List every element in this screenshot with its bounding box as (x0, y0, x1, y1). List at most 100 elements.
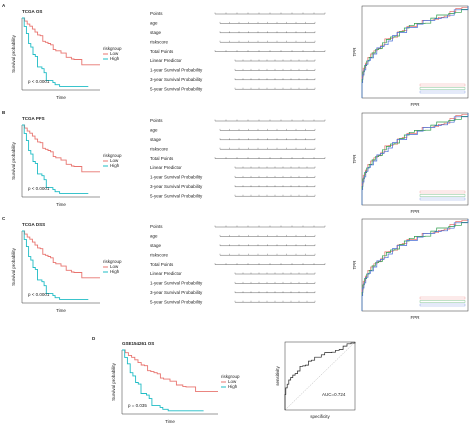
roc-legend-key (419, 197, 466, 201)
nomogram-label: age (150, 21, 158, 26)
axis (21, 18, 100, 91)
y-axis-label: Survival probability (11, 141, 16, 180)
roc-curve (361, 6, 469, 98)
nomogram-label: Total Points (150, 156, 174, 161)
nomogram-label: stage (150, 137, 162, 142)
km-title: GSE154261 OS (122, 341, 154, 346)
nomogram-label: 5-year Survival Probability (150, 86, 203, 91)
nomogram-label: age (150, 128, 158, 133)
km-curve-low (22, 124, 100, 173)
nomogram-label: Linear Predictor (150, 165, 182, 170)
legend-label: Low (110, 158, 119, 163)
nomogram-label: 1-year Survival Probability (150, 68, 203, 73)
legend-label: High (228, 384, 238, 389)
nomogram-label: 5-year Survival Probability (150, 193, 203, 198)
nomogram-label: riskscore (150, 146, 168, 151)
p-value: p < 0.0001 (28, 186, 50, 191)
roc-legend-key (419, 303, 466, 307)
km-curve-high (22, 230, 89, 300)
p-value: p < 0.0001 (28, 79, 50, 84)
legend-label: Low (110, 264, 119, 269)
roc-xlabel: FPR (411, 102, 421, 107)
y-axis-label: Survival probability (11, 247, 16, 286)
km-curve-high (22, 124, 89, 194)
x-axis-label: Time (56, 308, 66, 313)
y-axis-label: Survival probability (111, 362, 116, 401)
legend-label: High (110, 269, 120, 274)
roc-xlabel: specificity (310, 414, 330, 419)
roc-curve (361, 219, 469, 311)
roc-curve (284, 342, 356, 410)
roc-curve (361, 219, 469, 311)
legend-title: riskgroup (103, 153, 122, 158)
nomogram-label: 5-year Survival Probability (150, 299, 203, 304)
km-title: TCGA OS (22, 9, 42, 14)
nomogram-label: stage (150, 243, 162, 248)
legend-title: riskgroup (103, 46, 122, 51)
roc-frame (361, 112, 469, 206)
km-curve-high (122, 349, 204, 412)
km-curve-high (22, 17, 89, 87)
nomogram-label: 1-year Survival Probability (150, 175, 203, 180)
nomogram-label: 3-year Survival Probability (150, 184, 203, 189)
nomogram-label: 3-year Survival Probability (150, 77, 203, 82)
roc-legend-key (419, 83, 466, 87)
roc-legend-key (419, 87, 466, 90)
roc-auc: AUC=0.724 (322, 392, 346, 397)
x-axis-label: Time (56, 202, 66, 207)
roc-ylabel: TPR (352, 260, 357, 270)
roc-ylabel: sensitivity (275, 366, 280, 386)
p-value: p = 0.035 (128, 403, 147, 408)
panel-letter: C (2, 216, 6, 221)
legend-title: riskgroup (103, 259, 122, 264)
roc-ylabel: TPR (352, 154, 357, 164)
nomogram-label: Linear Predictor (150, 58, 182, 63)
roc-legend-key (419, 300, 466, 303)
axis (121, 350, 218, 415)
roc-legend-key (419, 190, 466, 194)
panel-letter: D (92, 336, 96, 341)
roc-curve (361, 113, 469, 205)
roc-curve (361, 6, 469, 98)
axis (21, 125, 100, 198)
nomogram-label: Points (150, 11, 163, 16)
legend-label: Low (228, 379, 237, 384)
x-axis-label: Time (165, 419, 175, 424)
nomogram-label: riskscore (150, 39, 168, 44)
nomogram-label: 1-year Survival Probability (150, 281, 203, 286)
roc-xlabel: FPR (411, 315, 421, 320)
p-value: p < 0.0001 (28, 292, 50, 297)
nomogram-label: Points (150, 118, 163, 123)
roc-legend-key (419, 194, 466, 197)
roc-curve (361, 219, 469, 311)
nomogram-label: 3-year Survival Probability (150, 290, 203, 295)
diagonal (284, 341, 356, 411)
nomogram-label: Linear Predictor (150, 271, 182, 276)
km-title: TCGA PFS (22, 116, 45, 121)
roc-frame (361, 218, 469, 312)
legend-label: Low (110, 51, 119, 56)
roc-legend-key (419, 90, 466, 94)
legend-label: High (110, 163, 120, 168)
nomogram-label: Total Points (150, 262, 174, 267)
km-curve-low (22, 230, 100, 279)
roc-curve (361, 113, 469, 205)
km-title: TCGA DSS (22, 222, 45, 227)
roc-ylabel: TPR (352, 47, 357, 57)
legend-label: High (110, 56, 120, 61)
km-curve-low (22, 17, 100, 66)
roc-legend-key (419, 296, 466, 300)
nomogram-label: riskscore (150, 252, 168, 257)
nomogram-label: age (150, 234, 158, 239)
nomogram-label: Points (150, 224, 163, 229)
nomogram-label: stage (150, 30, 162, 35)
y-axis-label: Survival probability (11, 34, 16, 73)
panel-letter: B (2, 110, 6, 115)
roc-frame (361, 5, 469, 99)
roc-frame (284, 341, 356, 411)
nomogram-label: Total Points (150, 49, 174, 54)
legend-title: riskgroup (221, 374, 240, 379)
km-curve-low (122, 349, 218, 393)
x-axis-label: Time (56, 95, 66, 100)
